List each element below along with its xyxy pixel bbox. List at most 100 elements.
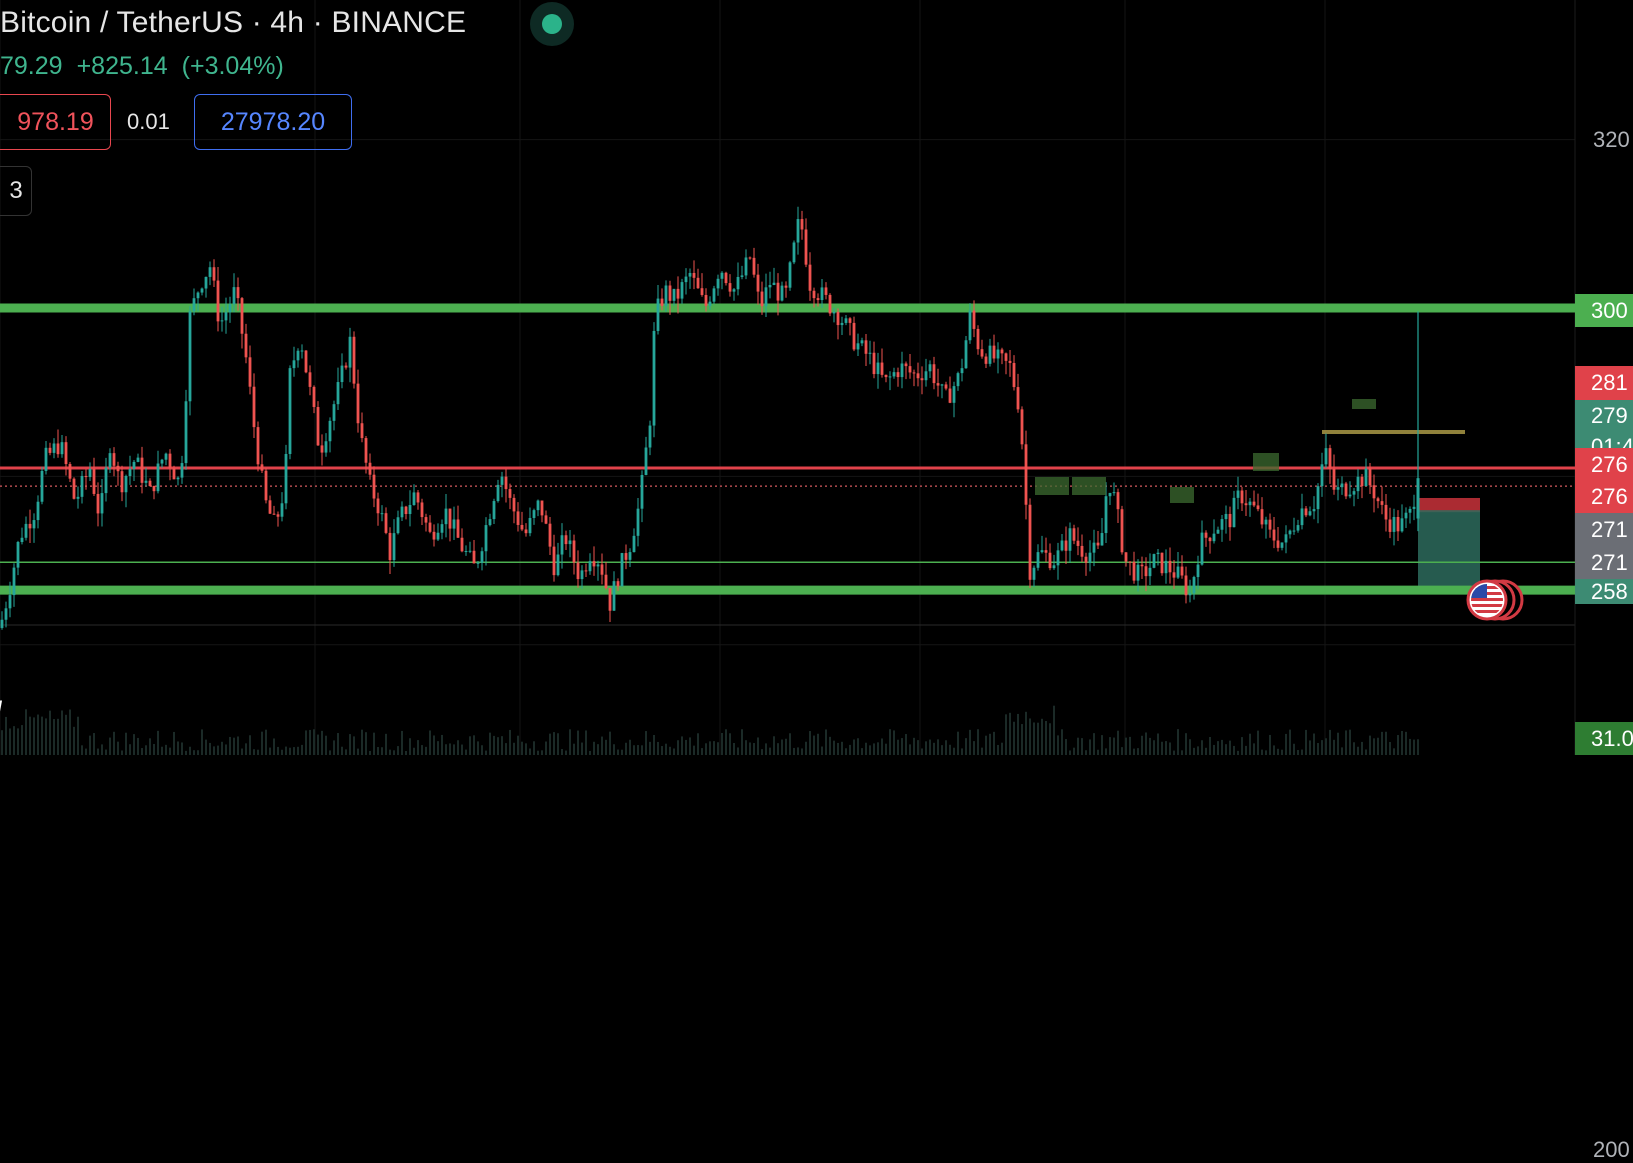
volume-bar: [1373, 738, 1375, 755]
candle-body: [112, 453, 116, 466]
candle-body: [420, 502, 424, 518]
price-chart[interactable]: [0, 0, 1633, 755]
candle-body: [1208, 537, 1212, 542]
candle-body: [404, 506, 408, 515]
candle-body: [372, 474, 376, 499]
candle-body: [1304, 508, 1308, 516]
volume-bar: [397, 746, 399, 755]
candle-body: [648, 425, 652, 448]
candle-body: [612, 581, 616, 611]
volume-bar: [729, 733, 731, 755]
candle-body: [552, 546, 556, 576]
volume-bar: [1241, 737, 1243, 755]
candle-body: [1072, 528, 1076, 541]
candle-body: [1120, 509, 1124, 553]
candle-body: [1320, 464, 1324, 487]
volume-bar: [365, 732, 367, 755]
candle-body: [1332, 468, 1336, 490]
volume-bar: [913, 737, 915, 755]
candle-body: [936, 383, 940, 386]
candle-body: [728, 283, 732, 292]
volume-bar: [1081, 738, 1083, 755]
candle-body: [824, 287, 828, 295]
volume-bar: [237, 736, 239, 755]
candle-body: [1104, 496, 1108, 534]
candle-body: [1156, 552, 1160, 555]
candle-body: [260, 464, 264, 471]
volume-bar: [341, 746, 343, 755]
volume-bar: [1261, 749, 1263, 755]
volume-bar: [957, 731, 959, 755]
zone-box: [1170, 487, 1194, 503]
candle-body: [724, 272, 728, 284]
volume-bar: [1089, 739, 1091, 755]
candle-body: [1336, 487, 1340, 490]
candle-body: [1092, 542, 1096, 553]
volume-bar: [621, 749, 623, 755]
volume-bar: [869, 745, 871, 755]
symbol-title[interactable]: Bitcoin / TetherUS · 4h · BINANCE: [0, 6, 467, 39]
candle-body: [88, 469, 92, 478]
candle-body: [688, 272, 692, 277]
candle-body: [768, 285, 772, 288]
candle-body: [96, 493, 100, 514]
candle-body: [652, 330, 656, 426]
candle-body: [684, 276, 688, 283]
candle-body: [656, 298, 660, 331]
short-position-tool: [1418, 497, 1480, 591]
candle-body: [836, 311, 840, 326]
candle-body: [716, 278, 720, 289]
buy-button[interactable]: 27978.20: [194, 94, 352, 150]
candle-body: [1220, 519, 1224, 530]
candle-body: [1288, 530, 1292, 535]
candle-body: [468, 550, 472, 552]
volume-bar: [1113, 737, 1115, 755]
volume-bar: [1009, 712, 1011, 755]
volume-bar: [685, 739, 687, 755]
volume-bar: [229, 736, 231, 755]
candle-body: [236, 287, 240, 299]
volume-bar: [593, 741, 595, 755]
volume-bar: [257, 749, 259, 755]
candle-body: [92, 469, 96, 494]
volume-bar: [713, 741, 715, 755]
candle-body: [32, 520, 36, 529]
candle-body: [1116, 492, 1120, 510]
candle-body: [992, 345, 996, 359]
volume-bar: [445, 744, 447, 755]
candle-body: [568, 540, 572, 545]
candle-body: [428, 522, 432, 532]
candle-body: [800, 219, 804, 230]
volume-bar: [893, 730, 895, 755]
indicators-toggle[interactable]: 3: [0, 166, 32, 216]
volume-bar: [533, 741, 535, 755]
volume-bar: [1101, 735, 1103, 755]
volume-bar: [449, 743, 451, 755]
volume-bar: [825, 729, 827, 755]
volume-bar: [437, 741, 439, 755]
volume-bar: [429, 730, 431, 755]
sell-button[interactable]: 978.19: [0, 94, 111, 150]
candle-body: [500, 476, 504, 485]
candle-body: [1264, 519, 1268, 525]
candle-body: [380, 513, 384, 515]
candle-body: [56, 443, 60, 455]
volume-bar: [297, 746, 299, 755]
candle-body: [840, 322, 844, 326]
volume-bar: [1277, 748, 1279, 755]
us-economic-event-icon[interactable]: [1465, 578, 1525, 622]
candle-body: [436, 532, 440, 540]
axis-label: 200: [1593, 1137, 1630, 1162]
candle-body: [460, 537, 464, 552]
candle-body: [1036, 552, 1040, 568]
candle-body: [584, 570, 588, 572]
volume-bar: [221, 741, 223, 755]
volume-bar: [1409, 738, 1411, 755]
candle-body: [256, 427, 260, 465]
candle-body: [1376, 498, 1380, 502]
candle-body: [1244, 503, 1248, 506]
volume-bar: [73, 726, 75, 755]
candle-body: [1396, 516, 1400, 532]
volume-bar: [1157, 733, 1159, 755]
candle-body: [188, 311, 192, 402]
